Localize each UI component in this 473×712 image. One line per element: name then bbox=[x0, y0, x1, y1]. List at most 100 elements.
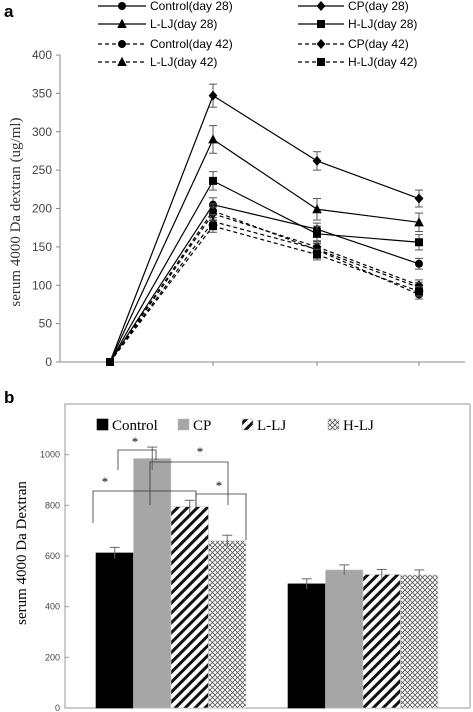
panel-a: a Control(day 28) CP(day 28) L-LJ(day 28) H… bbox=[4, 0, 465, 369]
legend-label: CP bbox=[193, 418, 211, 434]
series-6 bbox=[106, 214, 424, 366]
legend-item: L-LJ(day 42) bbox=[98, 55, 217, 69]
legend-marker bbox=[317, 58, 325, 66]
significance-bracket: * bbox=[195, 478, 247, 540]
data-point bbox=[312, 155, 322, 166]
series-line-segment bbox=[109, 210, 214, 363]
panel-a-series bbox=[106, 83, 424, 366]
legend-marker bbox=[316, 39, 326, 49]
y-tick-label: 0 bbox=[55, 703, 60, 712]
series-line-segment bbox=[316, 253, 420, 292]
legend-item: H-LJ(day 28) bbox=[298, 17, 417, 31]
series-line-segment bbox=[109, 139, 214, 363]
panel-a-y-axis-label: serum 4000 Da dextran (ug/ml) bbox=[8, 117, 24, 306]
legend-marker bbox=[118, 40, 126, 48]
panel-a-axes: 0 50 100 150 200 250 300 350 400 bbox=[32, 48, 465, 369]
series-7 bbox=[106, 219, 423, 366]
series-line-segment bbox=[109, 180, 214, 363]
panel-b-axes: 0 200 400 600 800 1000 bbox=[40, 450, 69, 712]
significance-star: * bbox=[132, 434, 139, 449]
legend-label: H-LJ(day 42) bbox=[348, 55, 417, 69]
legend-label: Control(day 28) bbox=[150, 0, 233, 13]
data-point bbox=[414, 193, 424, 204]
data-point bbox=[106, 358, 114, 366]
series-line-segment bbox=[109, 221, 214, 363]
data-point bbox=[208, 90, 218, 101]
significance-star: * bbox=[216, 478, 223, 493]
legend-marker bbox=[316, 1, 326, 11]
panel-b-significance: * * * * bbox=[92, 434, 247, 540]
legend-label: L-LJ(day 28) bbox=[150, 17, 217, 31]
y-tick-label: 150 bbox=[32, 240, 52, 254]
bar-h-lj bbox=[208, 540, 247, 709]
series-line-segment bbox=[316, 228, 420, 265]
legend-item-control: Control bbox=[96, 418, 158, 434]
data-point bbox=[415, 259, 423, 268]
data-point bbox=[415, 238, 423, 247]
legend-item: L-LJ(day 28) bbox=[98, 17, 217, 31]
panel-b-legend: Control CP L-LJ H-LJ bbox=[96, 418, 374, 434]
series-line-segment bbox=[316, 233, 420, 243]
legend-swatch bbox=[327, 418, 340, 431]
panel-b-bars bbox=[95, 446, 439, 709]
panel-b-label: b bbox=[4, 388, 14, 407]
series-line-segment bbox=[212, 95, 318, 162]
y-tick-label: 50 bbox=[39, 317, 53, 331]
y-tick-label: 200 bbox=[32, 202, 52, 216]
bar-l-lj bbox=[362, 574, 401, 709]
y-tick-label: 600 bbox=[45, 551, 60, 561]
legend-swatch bbox=[241, 418, 254, 431]
data-point bbox=[313, 250, 321, 259]
data-point bbox=[414, 217, 424, 227]
series-line-segment bbox=[316, 246, 420, 286]
y-tick-label: 200 bbox=[45, 652, 60, 662]
series-line-segment bbox=[212, 138, 318, 210]
data-point bbox=[209, 222, 217, 231]
panel-a-label: a bbox=[4, 2, 14, 21]
y-tick-label: 400 bbox=[32, 48, 52, 62]
y-tick-label: 250 bbox=[32, 163, 52, 177]
data-point bbox=[209, 176, 217, 185]
bar-l-lj bbox=[170, 506, 209, 709]
series-line-segment bbox=[212, 180, 318, 235]
y-tick-label: 400 bbox=[45, 602, 60, 612]
legend-label: L-LJ bbox=[257, 418, 286, 434]
series-line-segment bbox=[212, 220, 318, 250]
legend-item: CP(day 28) bbox=[298, 0, 409, 13]
legend-item-h-lj: H-LJ bbox=[327, 418, 374, 434]
legend-swatch bbox=[177, 418, 190, 431]
legend-item: Control(day 42) bbox=[98, 37, 233, 51]
significance-bracket: * bbox=[117, 434, 157, 470]
series-line-segment bbox=[316, 208, 420, 223]
legend-item-l-lj: L-LJ bbox=[241, 418, 286, 434]
data-point bbox=[313, 229, 321, 238]
series-1 bbox=[106, 83, 424, 366]
legend-label: CP(day 28) bbox=[348, 0, 409, 13]
series-line-segment bbox=[212, 210, 318, 251]
legend-swatch bbox=[96, 418, 109, 431]
panel-b-y-axis-label: serum 4000 Da Dextran bbox=[14, 481, 30, 625]
series-line-segment bbox=[316, 160, 420, 200]
legend-label: L-LJ(day 42) bbox=[150, 55, 217, 69]
legend-item: CP(day 42) bbox=[298, 37, 409, 51]
bracket-line bbox=[117, 449, 157, 470]
panel-a-legend: Control(day 28) CP(day 28) L-LJ(day 28) H-L… bbox=[98, 0, 417, 69]
series-line-segment bbox=[212, 225, 318, 256]
legend-label: H-LJ(day 28) bbox=[348, 17, 417, 31]
significance-star: * bbox=[197, 444, 204, 459]
series-line-segment bbox=[109, 95, 214, 363]
legend-marker bbox=[118, 2, 126, 10]
legend-marker bbox=[117, 56, 127, 66]
data-point bbox=[208, 208, 218, 219]
data-point bbox=[312, 204, 322, 214]
bar-h-lj bbox=[400, 574, 439, 709]
legend-item-cp: CP bbox=[177, 418, 211, 434]
legend-label: Control bbox=[112, 418, 158, 434]
legend-item: Control(day 28) bbox=[98, 0, 233, 13]
legend-item: H-LJ(day 42) bbox=[298, 55, 417, 69]
legend-marker bbox=[317, 20, 325, 28]
data-point bbox=[208, 134, 218, 144]
y-tick-label: 800 bbox=[45, 500, 60, 510]
series-0 bbox=[106, 197, 423, 366]
